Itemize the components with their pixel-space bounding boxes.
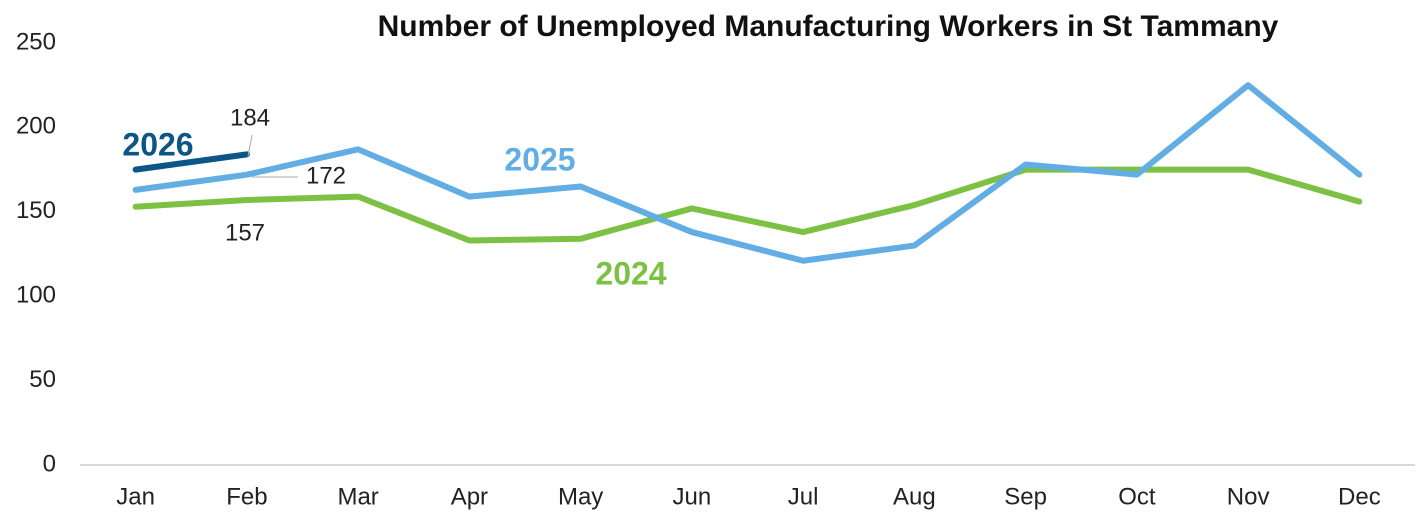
x-tick-label: Oct: [1118, 483, 1156, 510]
x-tick-label: Dec: [1338, 483, 1381, 510]
y-tick-label: 200: [16, 113, 56, 140]
x-tick-label: Jul: [788, 483, 819, 510]
series-label: 2025: [504, 141, 575, 177]
y-tick-label: 100: [16, 282, 56, 309]
y-tick-label: 250: [16, 28, 56, 55]
x-tick-label: Apr: [451, 483, 488, 510]
chart-title: Number of Unemployed Manufacturing Worke…: [378, 10, 1279, 43]
x-tick-label: May: [558, 483, 603, 510]
series-line: [132, 166, 1363, 244]
y-tick-label: 150: [16, 197, 56, 224]
leader-line: [247, 134, 253, 157]
x-tick-label: Mar: [337, 483, 378, 510]
x-tick-label: Sep: [1004, 483, 1047, 510]
x-tick-label: Aug: [893, 483, 936, 510]
data-label: 184: [230, 104, 270, 131]
series-line: [132, 82, 1363, 264]
series-label: 2026: [122, 126, 193, 162]
data-label: 157: [225, 219, 265, 246]
y-tick-label: 0: [43, 450, 56, 477]
series-line: [132, 151, 250, 173]
series-label: 2024: [595, 255, 666, 291]
y-tick-label: 50: [29, 366, 56, 393]
data-label: 172: [306, 162, 346, 189]
x-tick-label: Nov: [1227, 483, 1270, 510]
x-tick-label: Jun: [673, 483, 712, 510]
x-tick-label: Jan: [116, 483, 155, 510]
x-tick-label: Feb: [226, 483, 267, 510]
